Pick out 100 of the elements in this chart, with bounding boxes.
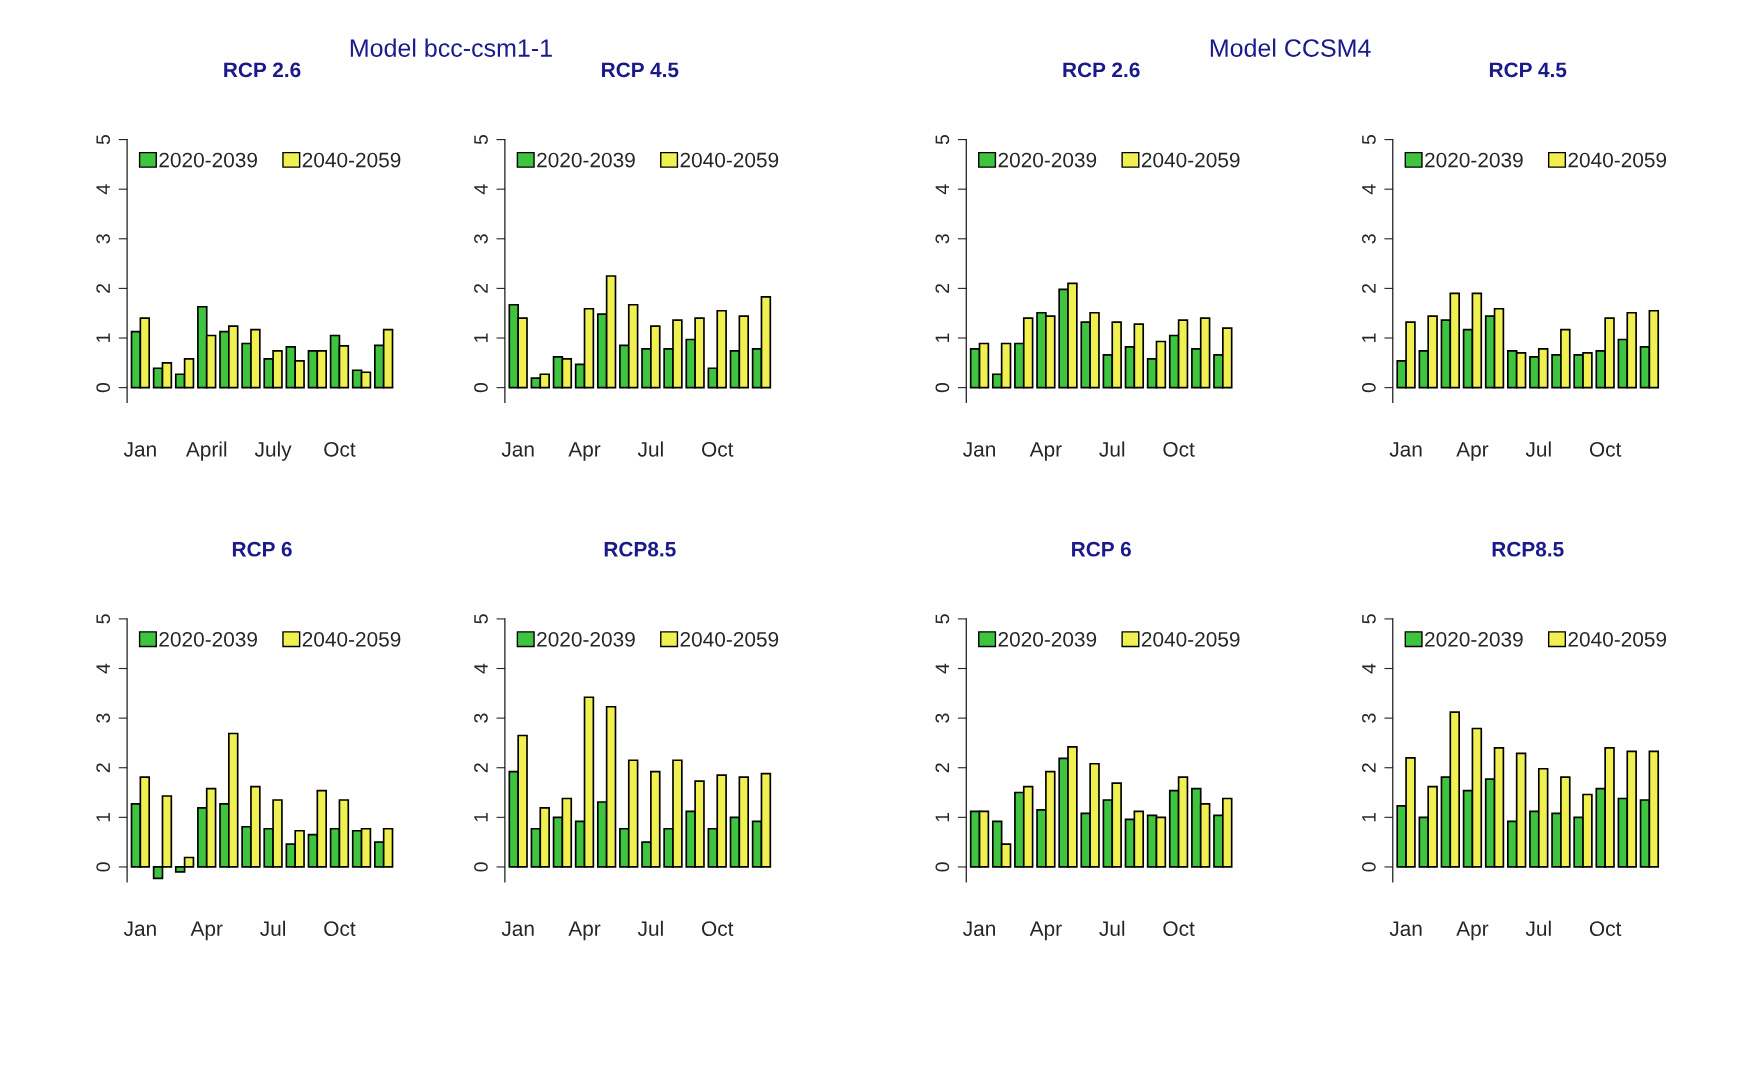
y-tick-label: 2 <box>474 763 488 773</box>
x-tick-label: Jul <box>1099 920 1125 937</box>
x-tick-label: Apr <box>568 921 601 941</box>
y-tick-label: 4 <box>1362 184 1376 195</box>
y-tick-label: 3 <box>96 713 111 723</box>
y-tick-label: 2 <box>1361 283 1376 293</box>
y-tick-label: 2 <box>1361 763 1376 773</box>
chart-title: RCP 4.5 <box>602 62 679 78</box>
y-tick-label: 3 <box>935 234 950 244</box>
y-tick-label: 4 <box>1362 663 1376 674</box>
y-tick-label: 0 <box>474 382 488 393</box>
x-tick-label: Jan <box>123 921 156 937</box>
y-tick-label: 4 <box>474 663 488 674</box>
legend-label: 2020-2039 <box>537 631 635 647</box>
x-tick-label: Jan <box>123 442 156 457</box>
y-tick-label: 4 <box>474 184 488 195</box>
y-tick-label: 5 <box>935 614 950 624</box>
y-tick-label: 1 <box>96 333 110 342</box>
y-tick-label: 0 <box>1361 862 1376 872</box>
legend-label: 2020-2039 <box>1425 152 1523 168</box>
legend-label: 2020-2039 <box>1425 631 1523 647</box>
y-tick-label: 0 <box>96 382 111 393</box>
y-tick-label: 1 <box>935 333 950 342</box>
chart-title: RCP 6 <box>1072 541 1131 557</box>
y-tick-label: 1 <box>1362 333 1376 342</box>
y-tick-label: 5 <box>96 614 111 624</box>
legend-label: 2020-2039 <box>998 152 1097 168</box>
x-tick-label: Oct <box>324 441 356 457</box>
legend-label: 2040-2059 <box>1141 152 1240 168</box>
y-tick-label: 1 <box>1362 812 1376 822</box>
legend-label: 2020-2039 <box>998 631 1097 647</box>
y-tick-label: 1 <box>474 333 488 342</box>
x-tick-label: Apr <box>190 921 223 941</box>
x-tick-label: Jan <box>963 442 995 457</box>
text: Model CCSM4 <box>1210 38 1371 57</box>
y-tick-label: 0 <box>96 862 111 872</box>
chart-title: RCP 2.6 <box>224 62 301 78</box>
x-tick-label: July <box>254 441 292 461</box>
chart-title: RCP8.5 <box>604 541 676 557</box>
legend-label: 2040-2059 <box>1568 631 1667 647</box>
x-tick-label: Oct <box>702 921 734 937</box>
y-tick-label: 5 <box>96 134 111 145</box>
y-tick-label: 5 <box>1362 614 1376 624</box>
x-tick-label: Apr <box>1029 442 1062 461</box>
y-tick-label: 2 <box>96 283 110 293</box>
x-tick-label: Oct <box>702 441 734 457</box>
y-tick-label: 4 <box>935 663 950 674</box>
y-tick-label: 1 <box>935 812 950 822</box>
legend-label: 2040-2059 <box>680 152 779 168</box>
x-tick-label: Jul <box>637 920 663 937</box>
y-tick-label: 0 <box>1361 382 1376 393</box>
x-tick-label: Jan <box>501 442 534 457</box>
y-tick-label: 5 <box>474 614 488 624</box>
x-tick-label: Oct <box>1163 921 1195 937</box>
x-tick-label: Oct <box>1163 441 1195 457</box>
y-tick-label: 5 <box>1362 134 1376 145</box>
y-tick-label: 2 <box>935 763 950 773</box>
x-tick-label: Jul <box>1525 920 1551 937</box>
x-tick-label: Jul <box>1525 441 1551 457</box>
y-tick-label: 2 <box>935 283 950 293</box>
y-tick-label: 3 <box>96 234 111 244</box>
legend-label: 2020-2039 <box>537 152 635 168</box>
legend-label: 2040-2059 <box>1568 152 1667 168</box>
x-tick-label: Oct <box>1589 441 1622 457</box>
chart-title: RCP 2.6 <box>1063 62 1140 78</box>
y-tick-label: 3 <box>1361 234 1376 244</box>
y-tick-label: 1 <box>96 812 110 822</box>
legend-label: 2020-2039 <box>159 631 257 647</box>
y-tick-label: 0 <box>474 862 488 872</box>
text: Model bcc-csm1-1 <box>350 38 552 57</box>
x-tick-label: Apr <box>1029 921 1062 941</box>
x-tick-label: Jul <box>1099 441 1125 457</box>
x-tick-label: Jul <box>637 441 663 457</box>
y-tick-label: 4 <box>96 663 110 674</box>
y-tick-label: 5 <box>474 134 488 145</box>
chart-title: RCP8.5 <box>1492 541 1564 557</box>
x-tick-label: Jan <box>1389 442 1422 457</box>
x-tick-label: Apr <box>1456 442 1489 461</box>
y-tick-label: 1 <box>474 812 488 822</box>
y-tick-label: 3 <box>474 713 488 723</box>
legend-label: 2040-2059 <box>680 631 779 647</box>
y-tick-label: 3 <box>474 234 488 244</box>
y-tick-label: 4 <box>96 184 110 195</box>
legend-label: 2040-2059 <box>302 152 401 168</box>
legend-label: 2040-2059 <box>1141 631 1240 647</box>
legend-label: 2020-2039 <box>159 152 257 168</box>
y-tick-label: 0 <box>935 862 950 872</box>
y-tick-label: 3 <box>935 713 950 723</box>
x-tick-label: Oct <box>1589 921 1622 937</box>
chart-title: RCP 6 <box>232 541 292 557</box>
x-tick-label: Jan <box>1389 921 1422 937</box>
x-tick-label: Oct <box>324 921 356 937</box>
y-tick-label: 3 <box>1361 713 1376 723</box>
y-tick-label: 0 <box>935 382 950 393</box>
y-tick-label: 2 <box>96 763 110 773</box>
y-tick-label: 2 <box>474 283 488 293</box>
x-tick-label: Jul <box>260 920 285 937</box>
legend-label: 2040-2059 <box>302 631 401 647</box>
chart-title: RCP 4.5 <box>1489 62 1567 78</box>
x-tick-label: Apr <box>1456 921 1489 941</box>
